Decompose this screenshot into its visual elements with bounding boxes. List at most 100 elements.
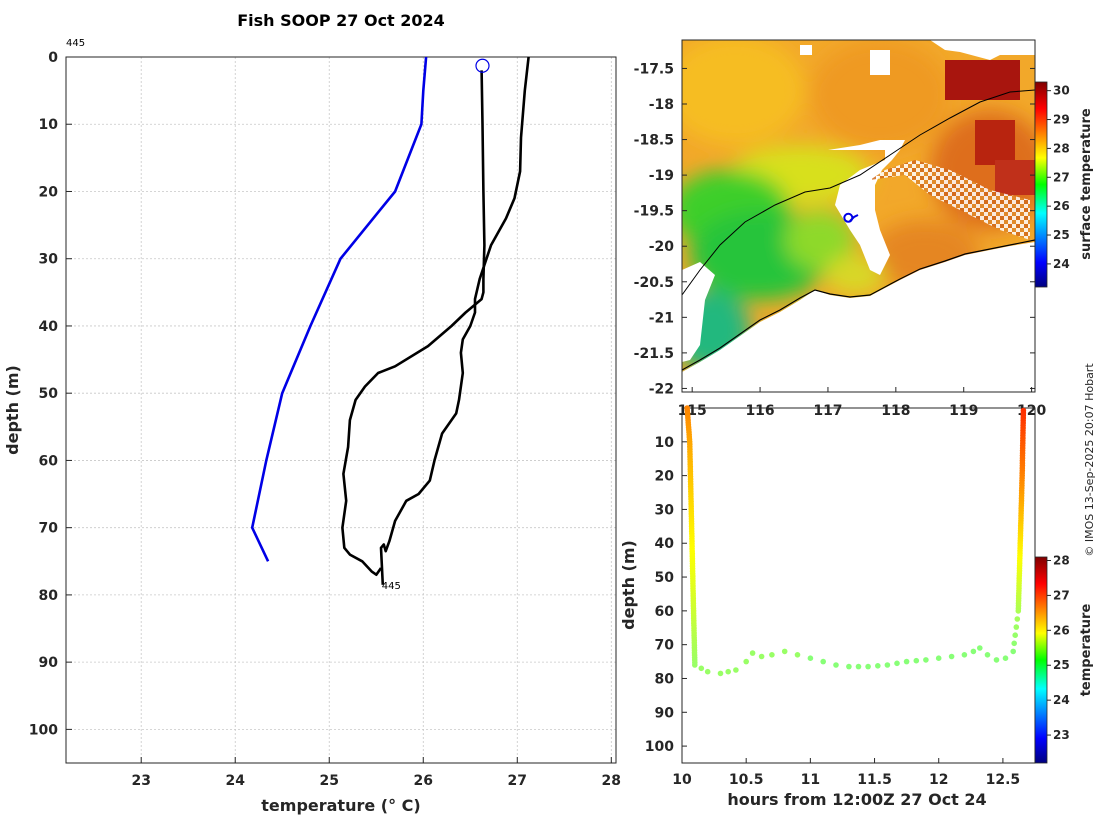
depth-time-point bbox=[733, 667, 739, 673]
map-ytick-label: -19.5 bbox=[634, 204, 674, 220]
map-ytick-label: -20 bbox=[649, 239, 675, 255]
profile-grid bbox=[66, 56, 616, 763]
depth-time-xtick-label: 10.5 bbox=[729, 772, 764, 788]
depth-time-point bbox=[875, 663, 881, 669]
depth-time-ytick-label: 80 bbox=[655, 671, 675, 687]
figure-title: Fish SOOP 27 Oct 2024 bbox=[237, 11, 445, 30]
coastline bbox=[682, 239, 1035, 371]
depth-time-point bbox=[743, 658, 749, 665]
map-ticks: 115 116 117 118 119 120-17.5-18-18.5-19-19.5-… bbox=[634, 61, 1047, 419]
depth-time-points bbox=[684, 405, 1027, 677]
map-colorbar-tick-label: 29 bbox=[1053, 113, 1070, 127]
depth-time-xtick-label: 11.5 bbox=[857, 772, 892, 788]
map-xtick-label: 117 bbox=[813, 403, 842, 419]
depth-time-point bbox=[855, 663, 862, 670]
map-ytick-label: -17.5 bbox=[634, 61, 674, 77]
profile-ytick-label: 30 bbox=[39, 252, 59, 268]
profile-ytick-label: 80 bbox=[39, 588, 59, 604]
profile-xtick-label: 28 bbox=[602, 773, 621, 789]
depth-time-xlabel: hours from 12:00Z 27 Oct 24 bbox=[727, 790, 986, 809]
depth-time-point bbox=[903, 658, 910, 665]
depth-time-point bbox=[970, 648, 977, 655]
depth-time-point bbox=[1011, 640, 1017, 647]
depth-time-colorbar bbox=[1034, 556, 1048, 764]
depth-time-point bbox=[948, 653, 955, 660]
depth-time-point bbox=[781, 648, 788, 655]
depth-time-colorbar-tick-label: 25 bbox=[1053, 658, 1070, 672]
depth-time-point bbox=[807, 655, 814, 661]
profile-ylabel: depth (m) bbox=[3, 365, 22, 455]
map-colorbar-label: surface temperature bbox=[1079, 108, 1094, 260]
depth-time-point bbox=[846, 663, 852, 670]
map-colorbar-ticks: 24 25 26 27 28 29 30 bbox=[1047, 84, 1070, 271]
map-xtick-label: 116 bbox=[745, 403, 774, 419]
profile-xtick-label: 23 bbox=[131, 773, 150, 789]
profile-end-label: 445 bbox=[382, 581, 401, 592]
depth-time-colorbar-tick-label: 23 bbox=[1053, 728, 1070, 742]
depth-time-ytick-label: 40 bbox=[655, 536, 675, 552]
profile-line-fish-descent bbox=[341, 70, 486, 577]
depth-time-point bbox=[1020, 407, 1027, 414]
cloud-speckle bbox=[870, 160, 1030, 240]
depth-time-ytick-label: 30 bbox=[655, 502, 675, 518]
map-ytick-label: -18.5 bbox=[634, 133, 674, 149]
depth-time-point bbox=[1002, 655, 1009, 661]
depth-time-point bbox=[704, 668, 711, 675]
depth-time-point bbox=[894, 660, 900, 667]
map-ytick-label: -18 bbox=[649, 97, 674, 113]
map-colorbar-tick-label: 27 bbox=[1053, 170, 1070, 184]
map-panel: 115 116 117 118 119 120-17.5-18-18.5-19-19.5-… bbox=[634, 39, 1094, 419]
depth-time-colorbar-label: temperature bbox=[1079, 604, 1094, 697]
map-colorbar-tick-label: 28 bbox=[1053, 141, 1070, 155]
depth-time-axes-box bbox=[681, 407, 1036, 764]
map-ytick-label: -22 bbox=[649, 381, 674, 397]
depth-time-xtick-label: 12.5 bbox=[986, 772, 1021, 788]
depth-time-point bbox=[1012, 632, 1018, 638]
profile-start-marker bbox=[475, 58, 490, 73]
cloud-mask bbox=[682, 262, 715, 362]
depth-time-point bbox=[961, 652, 968, 658]
cloud-mask bbox=[800, 40, 1035, 75]
depth-time-ticks: 10 10.5 11 11.5 12 12.5 10 20 30 40 50 60 70 80 90 100 bbox=[645, 435, 1020, 788]
profile-xlabel: temperature (° C) bbox=[261, 796, 420, 815]
profile-ticks: 23 24 25 26 27 28 0 10 20 30 40 50 60 70 80 90 100 bbox=[29, 50, 621, 789]
profile-xlabel-unit: (° C) bbox=[381, 796, 421, 815]
profile-panel: Fish SOOP 27 Oct 2024 23 24 25 26 27 28 0 10 20 3… bbox=[3, 11, 621, 815]
sst-field bbox=[682, 40, 1035, 392]
depth-time-ytick-label: 90 bbox=[655, 705, 675, 721]
profile-series bbox=[250, 56, 530, 585]
profile-ytick-label: 90 bbox=[39, 655, 59, 671]
depth-time-point bbox=[923, 657, 929, 663]
map-xtick-label: 119 bbox=[949, 403, 978, 419]
map-colorbar-tick-label: 25 bbox=[1053, 228, 1070, 242]
depth-time-ytick-label: 70 bbox=[655, 638, 675, 654]
profile-start-label: 445 bbox=[66, 38, 85, 49]
profile-ytick-label: 0 bbox=[48, 50, 58, 66]
profile-xtick-label: 26 bbox=[414, 773, 433, 789]
depth-time-point bbox=[1014, 616, 1021, 622]
profile-ytick-label: 10 bbox=[39, 117, 59, 133]
profile-ytick-label: 100 bbox=[29, 722, 58, 738]
depth-time-ytick-label: 100 bbox=[645, 739, 674, 755]
depth-time-point bbox=[1013, 624, 1020, 630]
profile-ytick-label: 40 bbox=[39, 319, 59, 335]
depth-time-point bbox=[794, 652, 801, 658]
depth-time-point bbox=[769, 652, 775, 658]
fish-position-marker bbox=[843, 212, 854, 223]
depth-time-colorbar-tick-label: 24 bbox=[1053, 693, 1070, 707]
depth-time-xtick-label: 10 bbox=[672, 772, 692, 788]
depth-time-ytick-label: 10 bbox=[655, 435, 675, 451]
map-xtick-label: 118 bbox=[881, 403, 910, 419]
profile-xtick-label: 24 bbox=[225, 773, 245, 789]
profile-xtick-label: 25 bbox=[320, 773, 339, 789]
depth-time-point bbox=[717, 670, 724, 677]
depth-time-point bbox=[984, 652, 991, 658]
map-colorbar-tick-label: 26 bbox=[1053, 199, 1070, 213]
depth-time-point bbox=[1010, 648, 1016, 655]
depth-time-point bbox=[935, 655, 942, 661]
map-ytick-label: -20.5 bbox=[634, 275, 674, 291]
depth-time-point bbox=[725, 668, 731, 675]
sst-hot-patch bbox=[995, 160, 1035, 195]
bathymetry-contour bbox=[682, 89, 1035, 296]
